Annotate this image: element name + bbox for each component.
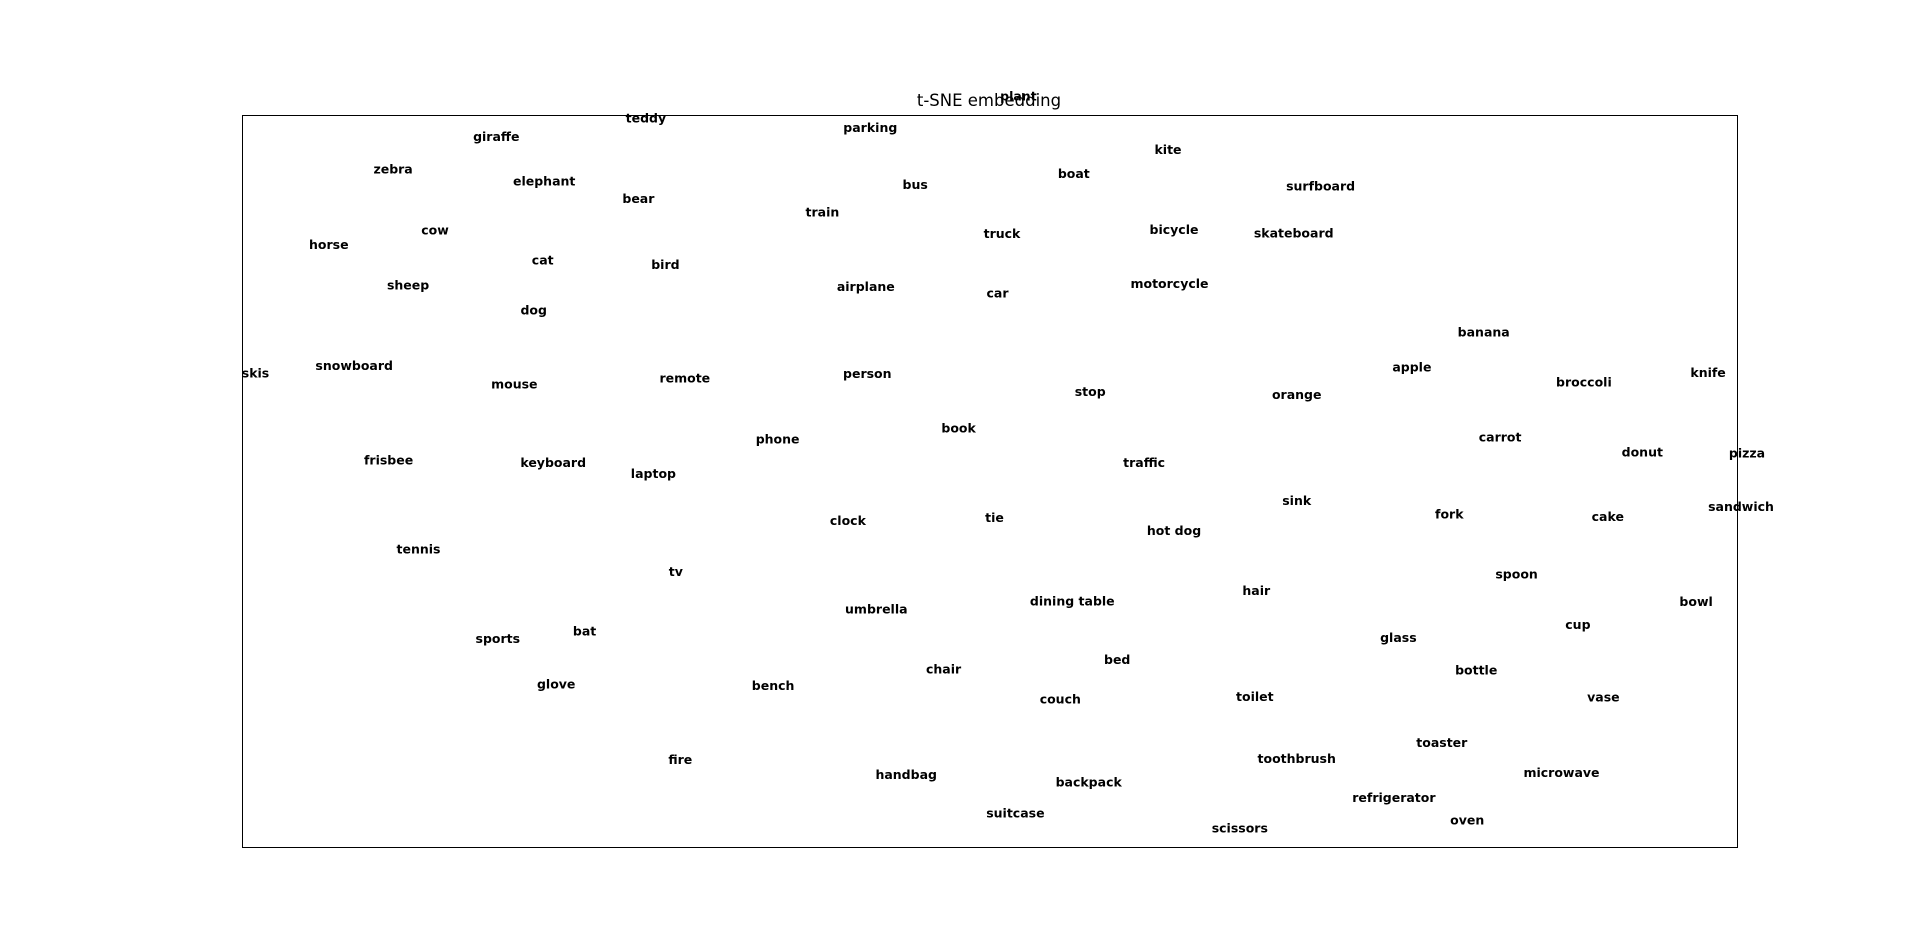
point-label-teddy: teddy bbox=[626, 110, 667, 125]
point-label-fire: fire bbox=[668, 752, 692, 767]
point-label-oven: oven bbox=[1450, 813, 1484, 828]
point-label-bat: bat bbox=[573, 624, 596, 639]
point-label-scissors: scissors bbox=[1212, 821, 1268, 836]
point-label-skateboard: skateboard bbox=[1254, 226, 1334, 241]
point-labels: plant teddy giraffe parking kite zebra elephan… bbox=[242, 88, 1774, 835]
point-label-bed: bed bbox=[1104, 652, 1130, 667]
point-label-bird: bird bbox=[651, 257, 679, 272]
point-label-tie: tie bbox=[985, 510, 1004, 525]
point-label-remote: remote bbox=[659, 371, 710, 386]
point-label-pizza: pizza bbox=[1729, 445, 1765, 460]
point-label-chair: chair bbox=[926, 662, 962, 677]
point-label-stop: stop bbox=[1075, 384, 1106, 399]
point-label-kite: kite bbox=[1154, 142, 1181, 157]
point-label-orange: orange bbox=[1272, 387, 1322, 402]
point-label-giraffe: giraffe bbox=[473, 129, 519, 144]
point-label-umbrella: umbrella bbox=[845, 602, 908, 617]
point-label-airplane: airplane bbox=[837, 279, 895, 294]
point-label-car: car bbox=[986, 286, 1009, 301]
point-label-book: book bbox=[941, 421, 976, 436]
point-label-toilet: toilet bbox=[1236, 689, 1274, 704]
point-label-dining-table: dining table bbox=[1030, 594, 1115, 609]
point-label-plant: plant bbox=[1000, 88, 1037, 103]
point-label-frisbee: frisbee bbox=[364, 453, 413, 468]
point-label-elephant: elephant bbox=[513, 174, 575, 189]
point-label-toaster: toaster bbox=[1416, 735, 1468, 750]
point-label-laptop: laptop bbox=[631, 466, 676, 481]
point-label-motorcycle: motorcycle bbox=[1130, 276, 1208, 291]
point-label-donut: donut bbox=[1622, 445, 1663, 460]
point-label-tennis: tennis bbox=[397, 541, 441, 556]
point-label-handbag: handbag bbox=[875, 767, 937, 782]
point-label-tv: tv bbox=[669, 564, 683, 579]
point-label-couch: couch bbox=[1040, 692, 1081, 707]
point-label-broccoli: broccoli bbox=[1556, 374, 1612, 389]
point-label-bus: bus bbox=[903, 177, 928, 192]
point-label-spoon: spoon bbox=[1495, 566, 1537, 581]
point-label-fork: fork bbox=[1435, 506, 1464, 521]
point-label-snowboard: snowboard bbox=[315, 358, 393, 373]
point-label-toothbrush: toothbrush bbox=[1258, 751, 1336, 766]
point-label-bear: bear bbox=[622, 191, 655, 206]
point-label-cup: cup bbox=[1565, 617, 1590, 632]
point-label-zebra: zebra bbox=[373, 162, 412, 177]
point-label-refrigerator: refrigerator bbox=[1352, 790, 1436, 805]
point-label-sheep: sheep bbox=[387, 278, 429, 293]
plot-frame bbox=[242, 115, 1738, 848]
point-label-sink: sink bbox=[1282, 493, 1312, 508]
point-label-microwave: microwave bbox=[1523, 765, 1599, 780]
point-label-carrot: carrot bbox=[1479, 429, 1522, 444]
point-label-bench: bench bbox=[752, 678, 795, 693]
point-label-parking: parking bbox=[843, 120, 897, 135]
point-label-surfboard: surfboard bbox=[1286, 179, 1355, 194]
point-label-train: train bbox=[806, 204, 840, 219]
point-label-hot-dog: hot dog bbox=[1147, 523, 1201, 538]
point-label-vase: vase bbox=[1587, 690, 1620, 705]
point-label-cake: cake bbox=[1592, 509, 1624, 524]
point-label-mouse: mouse bbox=[491, 377, 537, 392]
point-label-person: person bbox=[843, 366, 892, 381]
point-label-clock: clock bbox=[830, 513, 867, 528]
point-label-hair: hair bbox=[1242, 583, 1271, 598]
point-label-cat: cat bbox=[532, 253, 554, 268]
chart-title: t-SNE embedding bbox=[917, 91, 1061, 110]
point-label-sandwich: sandwich bbox=[1708, 499, 1774, 514]
point-label-dog: dog bbox=[520, 303, 546, 318]
point-label-boat: boat bbox=[1058, 166, 1090, 181]
point-label-traffic: traffic bbox=[1123, 455, 1165, 470]
point-label-backpack: backpack bbox=[1056, 775, 1123, 790]
point-label-horse: horse bbox=[309, 237, 349, 252]
point-label-bottle: bottle bbox=[1455, 662, 1497, 677]
point-label-phone: phone bbox=[756, 432, 800, 447]
point-label-bicycle: bicycle bbox=[1150, 222, 1199, 237]
point-label-sports: sports bbox=[476, 631, 521, 646]
point-label-skis: skis bbox=[242, 366, 269, 381]
point-label-keyboard: keyboard bbox=[520, 455, 586, 470]
point-label-glass: glass bbox=[1380, 630, 1417, 645]
point-label-banana: banana bbox=[1458, 325, 1510, 340]
point-label-truck: truck bbox=[984, 226, 1021, 241]
point-label-cow: cow bbox=[421, 223, 449, 238]
point-label-apple: apple bbox=[1392, 360, 1431, 375]
point-label-knife: knife bbox=[1690, 365, 1725, 380]
point-label-bowl: bowl bbox=[1679, 594, 1712, 609]
point-label-glove: glove bbox=[537, 676, 575, 691]
point-label-suitcase: suitcase bbox=[986, 805, 1044, 820]
